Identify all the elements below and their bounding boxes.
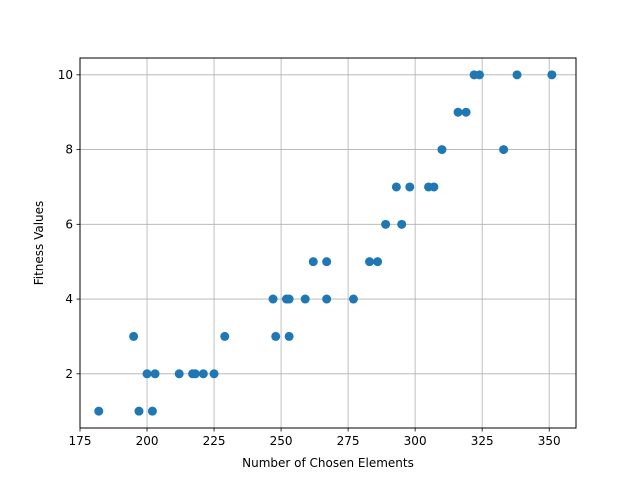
data-point bbox=[348, 294, 358, 304]
x-tick-label: 250 bbox=[270, 434, 293, 448]
y-tick-label: 2 bbox=[65, 367, 73, 381]
data-point bbox=[268, 294, 278, 304]
y-axis-label: Fitness Values bbox=[32, 201, 46, 286]
x-axis-label: Number of Chosen Elements bbox=[242, 456, 414, 470]
data-point bbox=[474, 70, 484, 80]
y-tick-label: 10 bbox=[58, 68, 73, 82]
data-point bbox=[284, 294, 294, 304]
data-point bbox=[512, 70, 522, 80]
data-point bbox=[453, 107, 463, 117]
data-point bbox=[397, 219, 407, 229]
data-point bbox=[499, 145, 509, 155]
x-tick-label: 350 bbox=[538, 434, 561, 448]
data-point bbox=[94, 406, 104, 416]
x-tick-label: 325 bbox=[471, 434, 494, 448]
data-point bbox=[150, 369, 160, 379]
x-axis-ticks: 175 200 225 250 275 300 325 350 bbox=[69, 428, 561, 448]
data-point bbox=[300, 294, 310, 304]
data-point bbox=[220, 331, 230, 341]
data-point bbox=[142, 369, 152, 379]
data-point bbox=[373, 257, 383, 267]
data-point bbox=[308, 257, 318, 267]
data-point bbox=[322, 257, 332, 267]
plot-frame bbox=[79, 57, 577, 429]
x-tick-label: 225 bbox=[203, 434, 226, 448]
data-point bbox=[271, 331, 281, 341]
data-point bbox=[405, 182, 415, 192]
data-points bbox=[94, 70, 557, 416]
data-point bbox=[547, 70, 557, 80]
data-point bbox=[174, 369, 184, 379]
data-point bbox=[198, 369, 208, 379]
data-point bbox=[429, 182, 439, 192]
data-point bbox=[129, 331, 139, 341]
data-point bbox=[190, 369, 200, 379]
x-tick-label: 300 bbox=[404, 434, 427, 448]
data-point bbox=[365, 257, 375, 267]
data-point bbox=[209, 369, 219, 379]
data-point bbox=[437, 145, 447, 155]
y-tick-label: 6 bbox=[65, 217, 73, 231]
x-tick-label: 175 bbox=[69, 434, 92, 448]
x-tick-label: 275 bbox=[337, 434, 360, 448]
data-point bbox=[381, 219, 391, 229]
x-tick-label: 200 bbox=[136, 434, 159, 448]
y-tick-label: 8 bbox=[65, 143, 73, 157]
y-axis-ticks: 2 4 6 8 10 bbox=[58, 68, 80, 381]
data-point bbox=[391, 182, 401, 192]
data-point bbox=[322, 294, 332, 304]
data-point bbox=[461, 107, 471, 117]
data-point bbox=[134, 406, 144, 416]
y-tick-label: 4 bbox=[65, 292, 73, 306]
data-point bbox=[147, 406, 157, 416]
data-point bbox=[284, 331, 294, 341]
